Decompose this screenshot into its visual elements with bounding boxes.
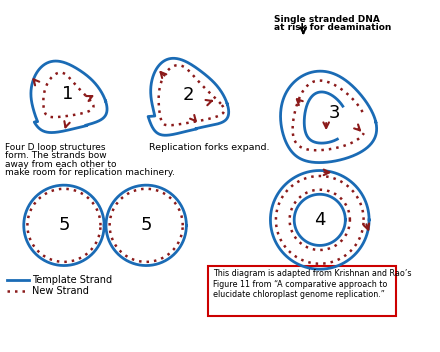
- Text: 2: 2: [183, 86, 194, 104]
- Text: Four D loop structures: Four D loop structures: [4, 143, 105, 152]
- Text: make room for replication machinery.: make room for replication machinery.: [4, 168, 174, 177]
- Text: 4: 4: [314, 211, 326, 229]
- Text: Template Strand: Template Strand: [32, 275, 112, 285]
- Text: 3: 3: [329, 104, 340, 122]
- Text: form. The strands bow: form. The strands bow: [4, 151, 106, 160]
- Text: 1: 1: [62, 85, 73, 103]
- Text: Single stranded DNA: Single stranded DNA: [274, 15, 380, 24]
- Text: Replication forks expand.: Replication forks expand.: [149, 143, 269, 152]
- Text: 5: 5: [58, 216, 70, 234]
- FancyBboxPatch shape: [208, 265, 396, 316]
- Text: New Strand: New Strand: [32, 286, 89, 296]
- Text: away from each other to: away from each other to: [4, 159, 116, 169]
- Text: This diagram is adapted from Krishnan and Rao’s
Figure 11 from “A comparative ap: This diagram is adapted from Krishnan an…: [213, 269, 411, 299]
- Text: 5: 5: [140, 216, 152, 234]
- Text: at risk for deamination: at risk for deamination: [274, 24, 392, 32]
